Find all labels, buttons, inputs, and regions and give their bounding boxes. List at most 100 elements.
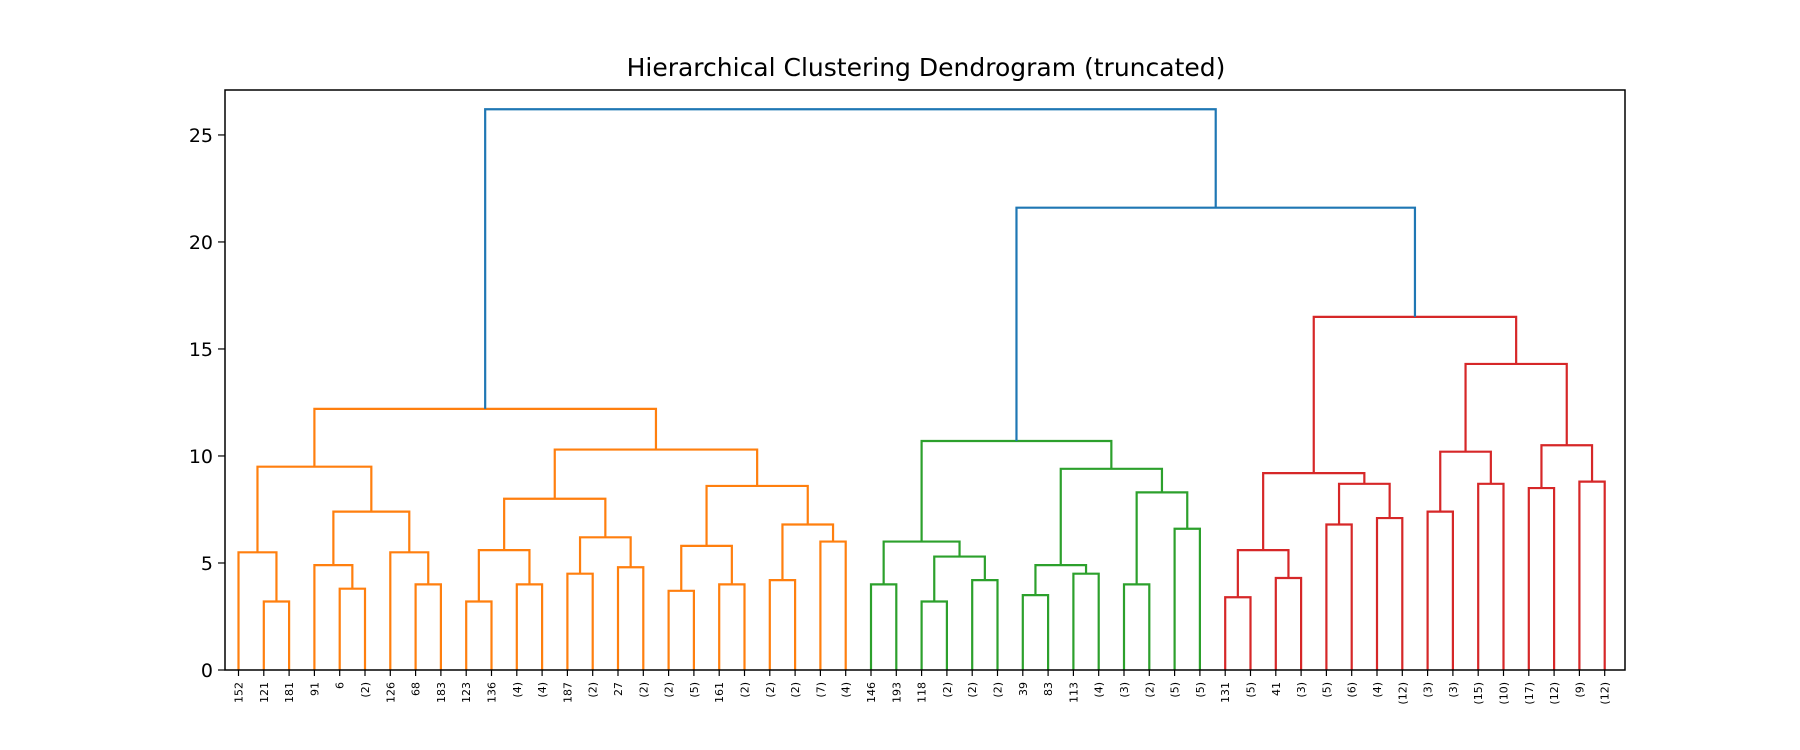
dendrogram-link-red [1439, 450, 1492, 512]
dendrogram-link-orange [332, 510, 411, 566]
dendrogram-link-green [920, 439, 1113, 542]
chart-title: Hierarchical Clustering Dendrogram (trun… [627, 53, 1226, 82]
x-tick-label: (4) [511, 682, 524, 698]
y-tick-label: 0 [201, 660, 213, 682]
dendrogram-link-green [971, 579, 999, 670]
x-tick-label: (10) [1498, 682, 1511, 705]
dendrogram-link-red [1262, 472, 1366, 551]
dendrogram-link-green [1059, 467, 1164, 566]
x-tick-label: 91 [308, 682, 321, 696]
x-tick-label: 113 [1067, 682, 1080, 703]
x-tick-label: (2) [941, 682, 954, 698]
x-tick-label: (2) [789, 682, 802, 698]
x-tick-label: 181 [283, 682, 296, 703]
dendrogram-link-red [1274, 576, 1303, 670]
x-tick-label: (2) [587, 682, 600, 698]
dendrogram-link-red [1540, 444, 1594, 489]
dendrogram-link-orange [237, 551, 278, 670]
x-tick-label: 41 [1270, 682, 1283, 696]
dendrogram-link-orange [503, 497, 607, 551]
dendrogram-link-orange [338, 587, 367, 670]
x-tick-label: 131 [1219, 682, 1232, 703]
y-axis: 0 5 10 15 20 25 [189, 125, 225, 682]
x-tick-label: 136 [486, 682, 499, 703]
dendrogram-link-orange [313, 407, 658, 467]
x-tick-label: (4) [536, 682, 549, 698]
x-tick-label: (3) [1118, 682, 1131, 698]
y-tick-label: 25 [189, 125, 213, 147]
dendrogram-link-orange [705, 484, 809, 546]
dendrogram-link-green [1173, 527, 1201, 670]
x-tick-label: (4) [1093, 682, 1106, 698]
x-tick-label: (15) [1472, 682, 1485, 705]
x-tick-label: (2) [992, 682, 1005, 698]
x-tick-label: (17) [1523, 682, 1536, 705]
x-tick-label: 68 [410, 682, 423, 696]
x-tick-label: (7) [814, 682, 827, 698]
dendrogram-links [237, 108, 1606, 670]
dendrogram-link-red [1578, 480, 1606, 670]
x-tick-label: 83 [1042, 682, 1055, 696]
dendrogram-link-red [1477, 482, 1505, 670]
x-tick-label: (5) [1320, 682, 1333, 698]
x-tick-label: (2) [966, 682, 979, 698]
dendrogram-link-green [1135, 491, 1189, 585]
dendrogram-link-orange [616, 566, 645, 670]
dendrogram-link-red [1224, 596, 1252, 670]
dendrogram-link-red [1375, 516, 1404, 670]
dendrogram-link-orange [718, 583, 746, 670]
dendrogram-link-orange [553, 448, 759, 499]
dendrogram-link-orange [515, 583, 544, 670]
x-tick-label: 183 [435, 682, 448, 703]
dendrogram-link-red [1325, 523, 1353, 670]
y-tick-label: 10 [189, 446, 213, 468]
dendrogram-link-orange [313, 564, 354, 670]
dendrogram-link-orange [819, 540, 847, 670]
x-tick-label: 123 [460, 682, 473, 703]
x-tick-label: 39 [1017, 682, 1030, 696]
dendrogram-link-orange [781, 523, 835, 581]
x-tick-label: 6 [334, 682, 347, 689]
y-tick-label: 20 [189, 232, 213, 254]
dendrogram-link-orange [477, 549, 531, 602]
dendrogram-link-orange [768, 579, 797, 670]
y-tick-label: 15 [189, 339, 213, 361]
x-axis: 152 121 181 91 6 (2) 126 68 183 123 136 (4) (4) 187 (2… [233, 670, 1612, 705]
x-tick-label: 187 [561, 682, 574, 703]
dendrogram-link-blue [1015, 206, 1417, 441]
dendrogram-link-green [1122, 583, 1151, 670]
x-tick-label: 193 [890, 682, 903, 703]
dendrogram-link-green [869, 583, 898, 670]
dendrogram-link-red [1337, 482, 1391, 525]
x-tick-label: (5) [1194, 682, 1207, 698]
dendrogram-link-orange [262, 600, 291, 670]
x-tick-label: (2) [359, 682, 372, 698]
x-tick-label: (5) [1169, 682, 1182, 698]
dendrogram-link-orange [389, 551, 430, 670]
x-tick-label: (5) [688, 682, 701, 698]
x-tick-label: 118 [916, 682, 929, 703]
x-tick-label: (4) [1371, 682, 1384, 698]
x-tick-label: (4) [840, 682, 853, 698]
x-tick-label: 152 [233, 682, 246, 703]
x-tick-label: (12) [1396, 682, 1409, 705]
dendrogram-link-red [1236, 549, 1290, 598]
dendrogram-link-green [1072, 572, 1100, 670]
x-tick-label: 146 [865, 682, 878, 703]
plot-frame [224, 89, 1626, 671]
x-tick-label: (9) [1573, 682, 1586, 698]
dendrogram-link-green [1034, 564, 1088, 596]
x-tick-label: 27 [612, 682, 625, 696]
x-tick-label: 121 [258, 682, 271, 703]
x-tick-label: (2) [637, 682, 650, 698]
dendrogram-link-orange [465, 600, 493, 670]
x-tick-label: (2) [663, 682, 676, 698]
dendrogram-link-red [1464, 362, 1568, 452]
x-tick-label: 161 [713, 682, 726, 703]
dendrogram-link-red [1527, 486, 1556, 670]
x-tick-label: (6) [1346, 682, 1359, 698]
x-tick-label: 126 [384, 682, 397, 703]
dendrogram-link-orange [667, 589, 695, 670]
x-tick-label: (2) [739, 682, 752, 698]
